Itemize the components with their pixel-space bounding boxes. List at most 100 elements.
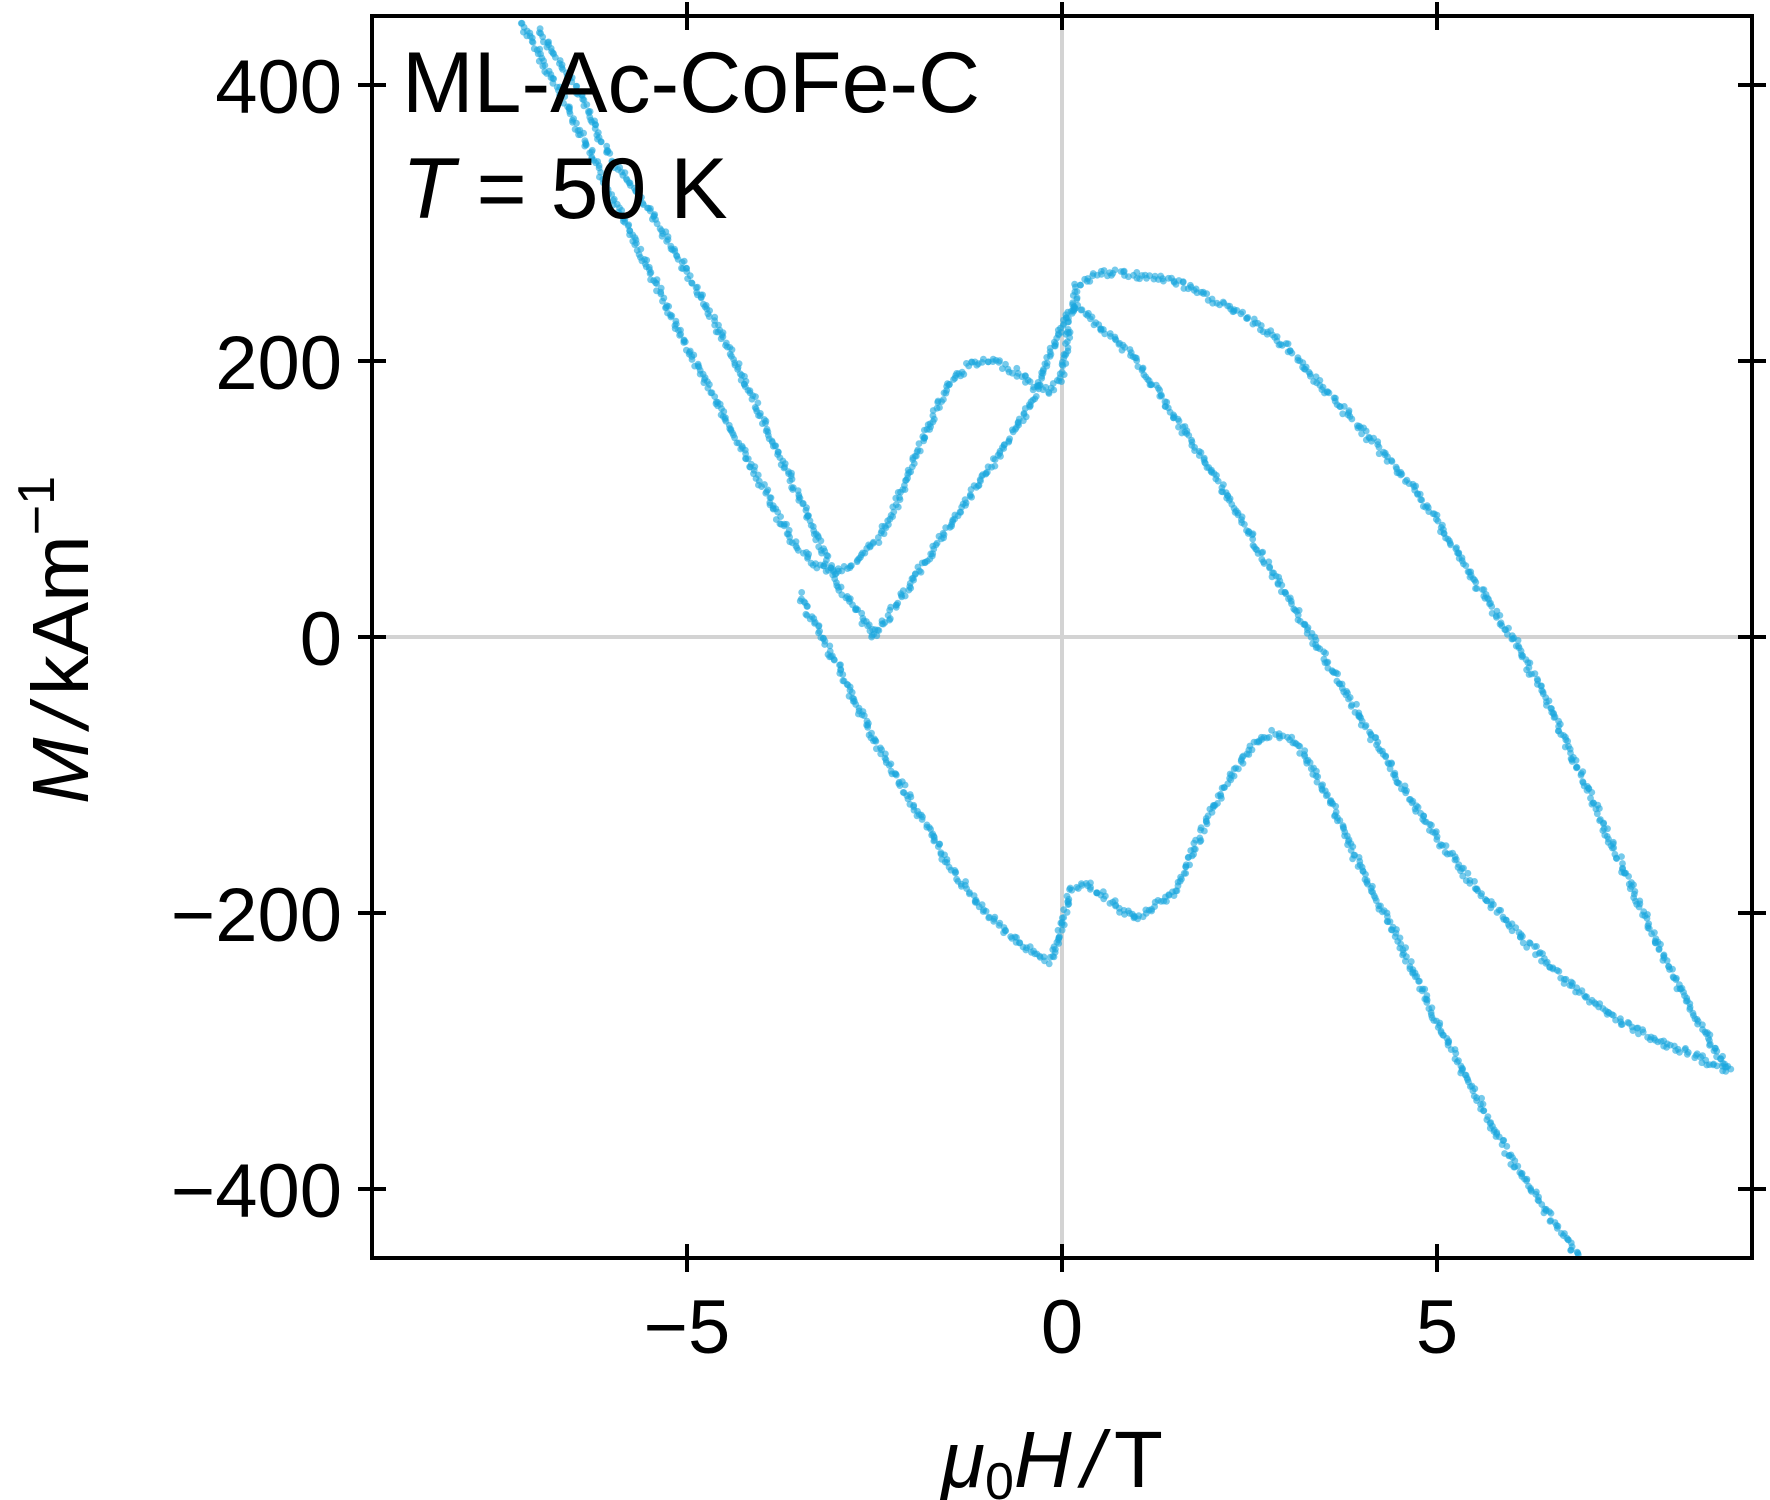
data-point-series-2 bbox=[1455, 861, 1463, 868]
data-point-series-2 bbox=[942, 524, 950, 532]
data-point-series-1 bbox=[896, 496, 904, 503]
data-point-series-1 bbox=[1577, 771, 1585, 779]
data-point-series-1 bbox=[1643, 915, 1651, 922]
data-point-series-1 bbox=[1550, 714, 1558, 721]
data-point-series-2 bbox=[843, 593, 851, 600]
data-point-series-3 bbox=[1217, 792, 1225, 800]
data-point-series-2 bbox=[1538, 957, 1545, 965]
data-point-series-2 bbox=[730, 356, 737, 363]
data-point-series-2 bbox=[1390, 771, 1397, 778]
data-point-series-1 bbox=[621, 215, 629, 223]
data-point-series-2 bbox=[827, 564, 835, 572]
data-point-series-1 bbox=[929, 412, 937, 420]
data-point-series-2 bbox=[1582, 993, 1589, 1001]
x-tick-label: 0 bbox=[1041, 1285, 1083, 1370]
data-point-series-1 bbox=[1651, 929, 1658, 936]
data-point-series-3 bbox=[1415, 977, 1422, 985]
data-point-series-3 bbox=[872, 738, 880, 745]
data-point-series-2 bbox=[1426, 827, 1433, 834]
data-point-series-3 bbox=[1402, 957, 1409, 965]
data-point-series-2 bbox=[650, 212, 658, 220]
data-point-series-2 bbox=[1385, 760, 1393, 768]
data-point-series-3 bbox=[1073, 883, 1081, 891]
data-point-series-1 bbox=[921, 434, 929, 441]
data-point-series-1 bbox=[761, 481, 768, 488]
data-point-series-3 bbox=[839, 671, 847, 678]
data-point-series-3 bbox=[877, 750, 885, 758]
data-point-series-1 bbox=[1686, 1003, 1694, 1011]
data-point-series-2 bbox=[1459, 872, 1467, 880]
data-point-series-2 bbox=[1161, 398, 1169, 406]
data-point-series-3 bbox=[1214, 800, 1221, 807]
data-point-series-2 bbox=[1357, 721, 1365, 729]
data-point-series-3 bbox=[1002, 926, 1009, 934]
data-point-series-3 bbox=[934, 843, 942, 850]
y-label-m: M bbox=[16, 737, 105, 804]
temperature-value: = 50 K bbox=[477, 141, 728, 237]
data-point-series-3 bbox=[1322, 792, 1330, 800]
data-point-series-2 bbox=[967, 486, 975, 493]
data-point-series-2 bbox=[1278, 588, 1285, 596]
data-point-series-3 bbox=[1177, 873, 1184, 881]
data-point-series-1 bbox=[1244, 314, 1252, 321]
data-point-series-2 bbox=[1238, 519, 1245, 526]
data-point-series-1 bbox=[561, 93, 569, 100]
data-point-series-2 bbox=[1431, 829, 1439, 837]
data-point-series-1 bbox=[1625, 873, 1632, 880]
data-point-series-2 bbox=[1586, 998, 1593, 1006]
data-point-series-1 bbox=[662, 303, 670, 311]
data-point-series-2 bbox=[1269, 569, 1276, 577]
data-point-series-2 bbox=[1672, 1047, 1679, 1054]
data-point-series-2 bbox=[1309, 640, 1316, 648]
data-point-series-2 bbox=[1178, 429, 1186, 437]
data-point-series-2 bbox=[684, 275, 691, 282]
data-point-series-1 bbox=[731, 434, 738, 442]
data-point-series-1 bbox=[1588, 789, 1596, 796]
data-point-series-1 bbox=[1473, 585, 1481, 592]
data-point-series-1 bbox=[1388, 457, 1395, 464]
data-point-series-3 bbox=[1288, 733, 1296, 741]
data-point-series-1 bbox=[1525, 664, 1533, 671]
data-point-series-3 bbox=[808, 613, 816, 620]
data-point-series-3 bbox=[1372, 897, 1380, 905]
data-point-series-2 bbox=[779, 457, 787, 465]
data-point-series-2 bbox=[1351, 709, 1359, 716]
data-point-series-2 bbox=[536, 25, 544, 33]
x-label-subscript: 0 bbox=[985, 1453, 1014, 1500]
y-tick-label: 400 bbox=[215, 45, 342, 130]
data-point-series-1 bbox=[1573, 764, 1581, 771]
data-point-series-2 bbox=[967, 491, 974, 499]
data-point-series-1 bbox=[528, 38, 536, 45]
data-point-series-1 bbox=[1564, 737, 1571, 745]
data-point-series-2 bbox=[594, 129, 602, 137]
data-point-series-2 bbox=[984, 463, 992, 471]
data-point-series-2 bbox=[1526, 939, 1533, 947]
data-point-series-1 bbox=[1699, 1021, 1706, 1029]
data-point-series-3 bbox=[1514, 1162, 1522, 1170]
data-point-series-2 bbox=[917, 568, 925, 576]
data-point-series-2 bbox=[879, 620, 887, 628]
data-point-series-1 bbox=[653, 280, 661, 287]
data-point-series-1 bbox=[1302, 363, 1310, 371]
data-point-series-1 bbox=[1528, 670, 1535, 678]
data-point-series-1 bbox=[1539, 688, 1547, 696]
data-point-series-3 bbox=[1182, 870, 1190, 877]
data-point-series-1 bbox=[1203, 290, 1211, 298]
data-point-series-2 bbox=[976, 476, 984, 483]
data-point-series-2 bbox=[1515, 929, 1523, 936]
data-point-series-1 bbox=[1588, 800, 1596, 808]
data-point-series-2 bbox=[898, 593, 906, 601]
data-point-series-1 bbox=[1179, 278, 1187, 286]
data-point-series-2 bbox=[1009, 428, 1017, 436]
data-point-series-3 bbox=[951, 869, 959, 877]
data-point-series-2 bbox=[1249, 542, 1257, 549]
data-point-series-2 bbox=[1398, 785, 1405, 793]
data-point-series-2 bbox=[556, 57, 564, 64]
data-point-series-1 bbox=[1630, 890, 1638, 898]
data-point-series-2 bbox=[1258, 555, 1266, 563]
data-point-series-2 bbox=[623, 176, 631, 184]
data-point-series-2 bbox=[656, 225, 664, 233]
data-point-series-2 bbox=[1462, 877, 1470, 884]
data-point-series-1 bbox=[1013, 372, 1021, 380]
data-point-series-3 bbox=[1235, 765, 1242, 773]
